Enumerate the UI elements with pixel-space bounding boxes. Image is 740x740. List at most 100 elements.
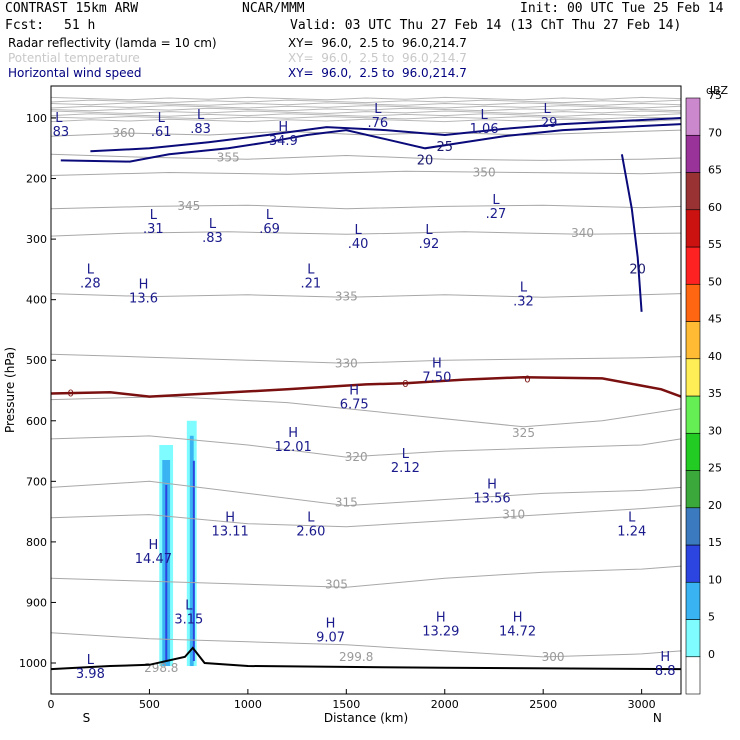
freezing-level-line xyxy=(51,375,681,398)
theta-label-extra-1: 299.8 xyxy=(339,650,373,664)
field-2-xy: XY= 96.0, 2.5 to 96.0,214.7 xyxy=(288,51,467,65)
extremum-value: 7.50 xyxy=(422,370,451,385)
field-1-xy: XY= 96.0, 2.5 to 96.0,214.7 xyxy=(288,36,467,50)
y-tick-label: 300 xyxy=(26,233,47,246)
colorbar: dBZ 0 5 10 15 20 25 30 35 40 45 50 55 60 65 70 75 xyxy=(685,84,729,695)
extremum-value: .29 xyxy=(537,116,558,131)
low-marker: L xyxy=(520,281,528,296)
low-marker: L xyxy=(307,262,315,277)
theta-line-310 xyxy=(51,505,681,528)
reflectivity-column-core xyxy=(165,485,168,662)
colorbar-swatch xyxy=(685,544,701,583)
extremum-value: 6.75 xyxy=(340,398,369,413)
theta-label-305: 305 xyxy=(325,577,348,591)
colorbar-swatch xyxy=(685,395,701,434)
low-marker: L xyxy=(628,511,636,526)
freezing-level-label: 0 xyxy=(524,374,530,385)
extremum-value: 3.98 xyxy=(76,667,105,682)
field-1-name: Radar reflectivity (lamda = 10 cm) xyxy=(8,36,217,50)
axes: 0 500 1000 1500 2000 2500 30001002003004005006… xyxy=(3,112,662,725)
colorbar-level-label: 60 xyxy=(708,201,722,214)
low-marker: L xyxy=(209,217,217,232)
low-marker: L xyxy=(55,111,63,126)
wind-label-20: 20 xyxy=(629,262,646,277)
colorbar-swatch xyxy=(685,97,701,136)
extremum-value: .83 xyxy=(202,231,223,246)
colorbar-swatch xyxy=(685,134,701,173)
theta-strat-line xyxy=(51,110,681,115)
extremum-value: .40 xyxy=(348,237,369,252)
low-marker: L xyxy=(197,108,205,123)
high-marker: H xyxy=(148,538,158,553)
theta-strat-line xyxy=(51,107,681,112)
extremum-value: 13.56 xyxy=(473,491,510,506)
extremum-value: 13.11 xyxy=(212,525,249,540)
low-marker: L xyxy=(185,599,193,614)
reflectivity-column-mid xyxy=(189,435,194,667)
colorbar-swatch xyxy=(685,581,701,620)
high-marker: H xyxy=(278,120,288,135)
reflectivity-column-core xyxy=(192,460,195,662)
fcst-label: Fcst: xyxy=(5,18,45,33)
extremum-value: 13.29 xyxy=(422,625,459,640)
theta-label-300: 300 xyxy=(542,650,565,664)
x-tick-label: 500 xyxy=(139,698,160,711)
colorbar-level-label: 10 xyxy=(708,573,722,586)
x-tick-label: 3000 xyxy=(628,698,656,711)
x-tick-label: 2000 xyxy=(431,698,459,711)
y-axis-label: Pressure (hPa) xyxy=(3,347,17,433)
y-tick-label: 400 xyxy=(26,294,47,307)
valid-time: Valid: 03 UTC Thu 27 Feb 14 (13 ChT Thu … xyxy=(290,18,682,33)
theta-label-350: 350 xyxy=(473,166,496,180)
wind-contour-20 xyxy=(620,154,643,312)
extremum-value: 34.9 xyxy=(269,134,298,149)
theta-line-345 xyxy=(51,204,681,210)
theta-label-340: 340 xyxy=(571,226,594,240)
colorbar-swatch xyxy=(685,321,701,360)
colorbar-level-label: 20 xyxy=(708,499,722,512)
colorbar-level-label: 25 xyxy=(708,462,722,475)
low-marker: L xyxy=(425,223,433,238)
colorbar-swatch xyxy=(685,656,701,695)
colorbar-level-label: 5 xyxy=(708,611,715,624)
theta-strat-line xyxy=(51,99,681,104)
ground-line xyxy=(51,646,681,671)
extremum-value: .31 xyxy=(143,222,164,237)
theta-line-335 xyxy=(51,293,681,298)
x-axis-label: Distance (km) xyxy=(324,711,408,725)
plot-frame xyxy=(50,85,682,695)
theta-label-310: 310 xyxy=(502,508,525,522)
extremum-value: .76 xyxy=(367,116,388,131)
extremum-value: .92 xyxy=(419,237,440,252)
low-marker: L xyxy=(402,447,410,462)
x-end-right-label: N xyxy=(653,711,662,725)
theta-label-325: 325 xyxy=(512,426,535,440)
extremum-value: .21 xyxy=(301,276,322,291)
model-title: CONTRAST 15km ARW xyxy=(5,1,139,16)
colorbar-level-label: 75 xyxy=(708,89,722,102)
low-marker: L xyxy=(266,208,274,223)
plot-area: 360 355 350 345 340 335 330 325 320 315 310 305 300 2… xyxy=(51,96,681,682)
low-marker: L xyxy=(374,102,382,117)
high-marker: H xyxy=(660,650,670,665)
x-tick-label: 2500 xyxy=(529,698,557,711)
field-3-xy: XY= 96.0, 2.5 to 96.0,214.7 xyxy=(288,66,467,80)
extremum-value: 2.60 xyxy=(296,525,325,540)
colorbar-level-label: 30 xyxy=(708,424,722,437)
theta-line-330 xyxy=(51,353,681,364)
colorbar-swatch xyxy=(685,209,701,248)
theta-label-330: 330 xyxy=(335,356,358,370)
extremum-value: 2.12 xyxy=(391,461,420,476)
colorbar-level-label: 65 xyxy=(708,164,722,177)
theta-strat-line xyxy=(51,105,681,109)
extremum-value: 14.72 xyxy=(499,625,536,640)
colorbar-swatch xyxy=(685,358,701,397)
low-marker: L xyxy=(87,262,95,277)
low-marker: L xyxy=(307,511,315,526)
org-label: NCAR/MMM xyxy=(242,1,305,16)
y-tick-label: 100 xyxy=(26,112,47,125)
low-marker: L xyxy=(150,208,158,223)
extremum-value: 9.07 xyxy=(316,631,345,646)
theta-strat-line xyxy=(51,96,681,101)
high-marker: H xyxy=(288,426,298,441)
